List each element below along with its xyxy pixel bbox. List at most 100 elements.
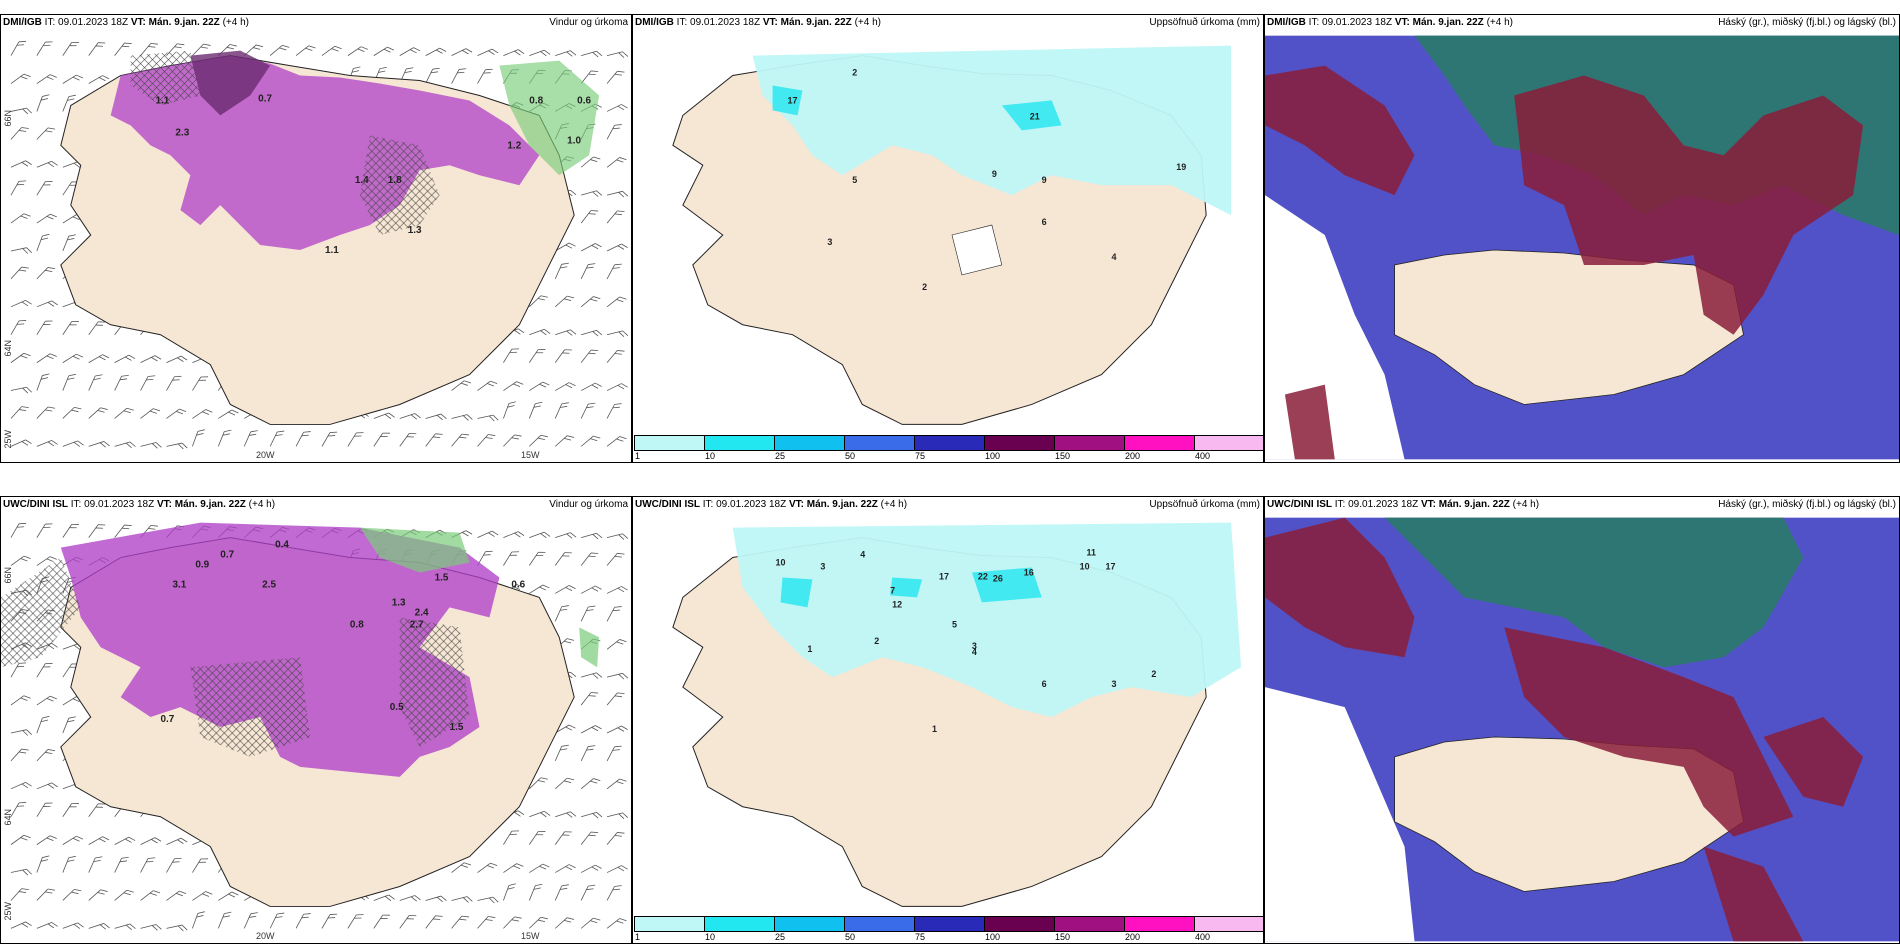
- wind-barb: [36, 920, 59, 935]
- wind-barb: [62, 72, 84, 89]
- wind-barb: [36, 438, 59, 453]
- wind-barb: [140, 405, 161, 424]
- accum-label: 2: [852, 68, 857, 78]
- wind-barb: [606, 67, 625, 88]
- wind-barb: [36, 351, 58, 368]
- wind-barb: [191, 855, 209, 877]
- wind-barb: [62, 714, 77, 736]
- wind-barb: [580, 293, 601, 312]
- colorbar-swatch: [844, 435, 915, 451]
- wind-barb: [528, 327, 551, 341]
- wind-barb: [477, 378, 498, 396]
- colorbar-tick: 400: [1195, 451, 1211, 461]
- precip-label: 0.8: [350, 619, 364, 630]
- wind-barb: [62, 853, 77, 876]
- clear-sky-area: [1265, 687, 1415, 942]
- wind-barb: [10, 246, 33, 258]
- wind-barb: [580, 688, 599, 710]
- accum-label: 5: [852, 175, 857, 185]
- wind-barb: [62, 520, 80, 542]
- wind-barb: [580, 531, 603, 544]
- wind-barb: [191, 888, 213, 906]
- accum-moderate: [780, 567, 1042, 608]
- wind-barb: [295, 910, 312, 932]
- wind-barb: [10, 350, 32, 368]
- wind-barb: [191, 373, 209, 395]
- wind-barb: [477, 65, 494, 87]
- lon-label-20w: 20W: [256, 450, 275, 460]
- wind-barb: [36, 713, 50, 736]
- accum-label: 26: [993, 573, 1003, 583]
- colorbar-swatch: [774, 435, 845, 451]
- colorbar-tick: 10: [705, 451, 716, 461]
- colorbar-swatch: [1054, 916, 1125, 932]
- wind-barb: [114, 440, 136, 453]
- wind-barb: [580, 862, 602, 879]
- wind-barb: [528, 827, 546, 849]
- accum-label: 17: [939, 571, 949, 581]
- accum-label: 6: [1042, 217, 1047, 227]
- wind-barb: [554, 810, 577, 823]
- accum-label: 11: [1087, 548, 1096, 558]
- wind-barb: [166, 888, 187, 906]
- precip-label: 3.1: [172, 579, 186, 590]
- colorbar-swatch: [984, 916, 1055, 932]
- sea-precip-green: [499, 60, 600, 176]
- wind-barb: [373, 411, 395, 425]
- wind-barb: [606, 723, 629, 739]
- precip-label: 1.4: [355, 175, 369, 186]
- wind-barb: [528, 345, 546, 367]
- colorbar-swatch: [634, 916, 705, 932]
- wind-barb: [503, 881, 517, 903]
- wind-barb: [269, 42, 290, 61]
- wind-barb: [36, 177, 53, 199]
- precip-area: [60, 522, 500, 777]
- lat-label-64n: 64N: [3, 809, 13, 826]
- lon-label-25w: 25W: [3, 430, 13, 449]
- accum-label: 2: [874, 636, 879, 646]
- wind-barb: [347, 429, 364, 450]
- wind-barb: [88, 439, 110, 453]
- wind-barb: [321, 43, 343, 61]
- precip-label: 1.3: [408, 225, 422, 236]
- wind-barb: [554, 346, 573, 367]
- wind-barb: [606, 671, 629, 684]
- wind-barb: [62, 38, 80, 60]
- wind-barb: [451, 912, 470, 933]
- wind-barb: [606, 532, 629, 544]
- wind-barb: [36, 231, 50, 254]
- wind-barb: [554, 260, 570, 282]
- precip-label: 2.7: [410, 619, 424, 630]
- wind-barb: [88, 352, 110, 369]
- wind-barb: [114, 352, 136, 369]
- wind-barb: [580, 206, 599, 228]
- wind-barb: [606, 346, 625, 367]
- colorbar-swatch: [704, 916, 775, 932]
- colorbar-tick: 75: [915, 451, 926, 461]
- wind-barb: [554, 49, 577, 62]
- wind-barb: [36, 853, 50, 875]
- wind-barb: [528, 861, 550, 879]
- wind-barb: [606, 742, 623, 765]
- wind-barb: [36, 211, 58, 229]
- wind-barb: [528, 914, 549, 934]
- wind-barb: [477, 413, 499, 425]
- colorbar-tick: 50: [845, 451, 856, 461]
- wind-barb: [88, 834, 110, 851]
- accum-label: 9: [992, 169, 997, 179]
- wind-barb: [451, 413, 473, 425]
- wind-barb: [373, 911, 391, 933]
- snow-hatching: [130, 50, 440, 236]
- precip-label: 1.8: [388, 175, 402, 186]
- wind-barb: [114, 405, 135, 424]
- panel-accum-precip-uwc: UWC/DINI ISL IT: 09.01.2023 18Z VT: Mán.…: [632, 496, 1264, 944]
- precip-values: 0.4 0.7 0.9 3.1 2.5 0.6 1.5 0.8 1.3 2.4 …: [160, 540, 525, 733]
- precip-label: 1.2: [507, 140, 521, 151]
- wind-barb: [580, 400, 596, 422]
- wind-barb: [36, 520, 53, 542]
- wind-barb: [503, 345, 520, 367]
- accum-light: [732, 522, 1242, 717]
- mid-cloud-layer: [1265, 65, 1864, 335]
- wind-barb: [10, 553, 32, 571]
- wind-barb: [166, 372, 183, 394]
